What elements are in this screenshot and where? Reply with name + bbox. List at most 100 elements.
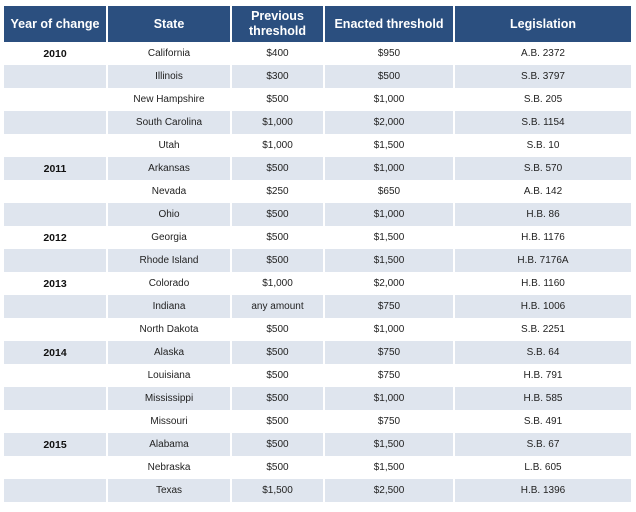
cell-enacted-threshold: $1,500 (324, 433, 455, 456)
cell-state: Mississippi (107, 387, 232, 410)
table-row: Illinois $300 $500 S.B. 3797 (4, 65, 631, 88)
cell-enacted-threshold: $2,000 (324, 272, 455, 295)
table-header: Year of change State Previous threshold … (4, 6, 631, 42)
cell-legislation: H.B. 1176 (454, 226, 631, 249)
cell-state: Texas (107, 479, 232, 502)
threshold-table: Year of change State Previous threshold … (4, 6, 631, 502)
cell-legislation: S.B. 491 (454, 410, 631, 433)
cell-previous-threshold: $1,000 (231, 111, 325, 134)
cell-enacted-threshold: $1,000 (324, 387, 455, 410)
cell-enacted-threshold: $1,500 (324, 226, 455, 249)
cell-year (4, 203, 108, 226)
cell-state: Alaska (107, 341, 232, 364)
cell-state: Arkansas (107, 157, 232, 180)
cell-previous-threshold: $500 (231, 157, 325, 180)
table-row: Missouri $500 $750 S.B. 491 (4, 410, 631, 433)
cell-state: Missouri (107, 410, 232, 433)
cell-previous-threshold: $500 (231, 249, 325, 272)
cell-year: 2015 (4, 433, 108, 456)
cell-previous-threshold: $500 (231, 433, 325, 456)
cell-legislation: H.B. 791 (454, 364, 631, 387)
cell-state: Nevada (107, 180, 232, 203)
table-row: 2014 Alaska $500 $750 S.B. 64 (4, 341, 631, 364)
cell-state: Alabama (107, 433, 232, 456)
cell-year (4, 249, 108, 272)
cell-legislation: A.B. 2372 (454, 42, 631, 65)
cell-previous-threshold: $1,000 (231, 272, 325, 295)
table-row: Texas $1,500 $2,500 H.B. 1396 (4, 479, 631, 502)
cell-year (4, 65, 108, 88)
cell-year (4, 295, 108, 318)
cell-state: Colorado (107, 272, 232, 295)
cell-state: Indiana (107, 295, 232, 318)
cell-legislation: H.B. 585 (454, 387, 631, 410)
table-row: 2011 Arkansas $500 $1,000 S.B. 570 (4, 157, 631, 180)
table-row: Nebraska $500 $1,500 L.B. 605 (4, 456, 631, 479)
cell-previous-threshold: $500 (231, 364, 325, 387)
cell-year (4, 111, 108, 134)
cell-legislation: A.B. 142 (454, 180, 631, 203)
table-row: 2012 Georgia $500 $1,500 H.B. 1176 (4, 226, 631, 249)
threshold-table-container: Year of change State Previous threshold … (4, 6, 631, 502)
cell-legislation: S.B. 67 (454, 433, 631, 456)
table-row: Nevada $250 $650 A.B. 142 (4, 180, 631, 203)
cell-state: South Carolina (107, 111, 232, 134)
cell-year (4, 387, 108, 410)
cell-legislation: H.B. 1160 (454, 272, 631, 295)
cell-enacted-threshold: $2,500 (324, 479, 455, 502)
table-row: 2010 California $400 $950 A.B. 2372 (4, 42, 631, 65)
table-row: New Hampshire $500 $1,000 S.B. 205 (4, 88, 631, 111)
cell-enacted-threshold: $1,000 (324, 88, 455, 111)
cell-state: Nebraska (107, 456, 232, 479)
cell-year (4, 456, 108, 479)
cell-enacted-threshold: $1,500 (324, 456, 455, 479)
cell-legislation: S.B. 10 (454, 134, 631, 157)
header-previous-threshold: Previous threshold (231, 6, 325, 42)
cell-previous-threshold: $500 (231, 456, 325, 479)
cell-legislation: L.B. 605 (454, 456, 631, 479)
header-enacted-threshold: Enacted threshold (324, 6, 455, 42)
table-row: Indiana any amount $750 H.B. 1006 (4, 295, 631, 318)
cell-legislation: S.B. 570 (454, 157, 631, 180)
cell-legislation: H.B. 86 (454, 203, 631, 226)
cell-state: Georgia (107, 226, 232, 249)
cell-year: 2012 (4, 226, 108, 249)
cell-previous-threshold: any amount (231, 295, 325, 318)
table-row: North Dakota $500 $1,000 S.B. 2251 (4, 318, 631, 341)
cell-enacted-threshold: $650 (324, 180, 455, 203)
cell-previous-threshold: $1,500 (231, 479, 325, 502)
table-body: 2010 California $400 $950 A.B. 2372 Illinois $… (4, 42, 631, 502)
cell-legislation: H.B. 1396 (454, 479, 631, 502)
cell-state: Louisiana (107, 364, 232, 387)
header-year-of-change: Year of change (4, 6, 108, 42)
cell-year (4, 88, 108, 111)
cell-state: California (107, 42, 232, 65)
cell-enacted-threshold: $1,500 (324, 134, 455, 157)
header-row: Year of change State Previous threshold … (4, 6, 631, 42)
cell-previous-threshold: $500 (231, 226, 325, 249)
cell-previous-threshold: $500 (231, 88, 325, 111)
cell-legislation: S.B. 205 (454, 88, 631, 111)
cell-state: North Dakota (107, 318, 232, 341)
table-row: South Carolina $1,000 $2,000 S.B. 1154 (4, 111, 631, 134)
cell-previous-threshold: $500 (231, 203, 325, 226)
cell-previous-threshold: $1,000 (231, 134, 325, 157)
table-row: 2013 Colorado $1,000 $2,000 H.B. 1160 (4, 272, 631, 295)
cell-legislation: S.B. 3797 (454, 65, 631, 88)
cell-year: 2011 (4, 157, 108, 180)
cell-enacted-threshold: $1,000 (324, 318, 455, 341)
table-row: Louisiana $500 $750 H.B. 791 (4, 364, 631, 387)
cell-legislation: S.B. 64 (454, 341, 631, 364)
cell-state: Utah (107, 134, 232, 157)
cell-year: 2010 (4, 42, 108, 65)
cell-year (4, 318, 108, 341)
table-row: Ohio $500 $1,000 H.B. 86 (4, 203, 631, 226)
cell-enacted-threshold: $750 (324, 364, 455, 387)
cell-previous-threshold: $400 (231, 42, 325, 65)
cell-year (4, 479, 108, 502)
cell-enacted-threshold: $500 (324, 65, 455, 88)
cell-previous-threshold: $500 (231, 341, 325, 364)
cell-enacted-threshold: $1,000 (324, 203, 455, 226)
cell-previous-threshold: $500 (231, 410, 325, 433)
cell-enacted-threshold: $750 (324, 295, 455, 318)
